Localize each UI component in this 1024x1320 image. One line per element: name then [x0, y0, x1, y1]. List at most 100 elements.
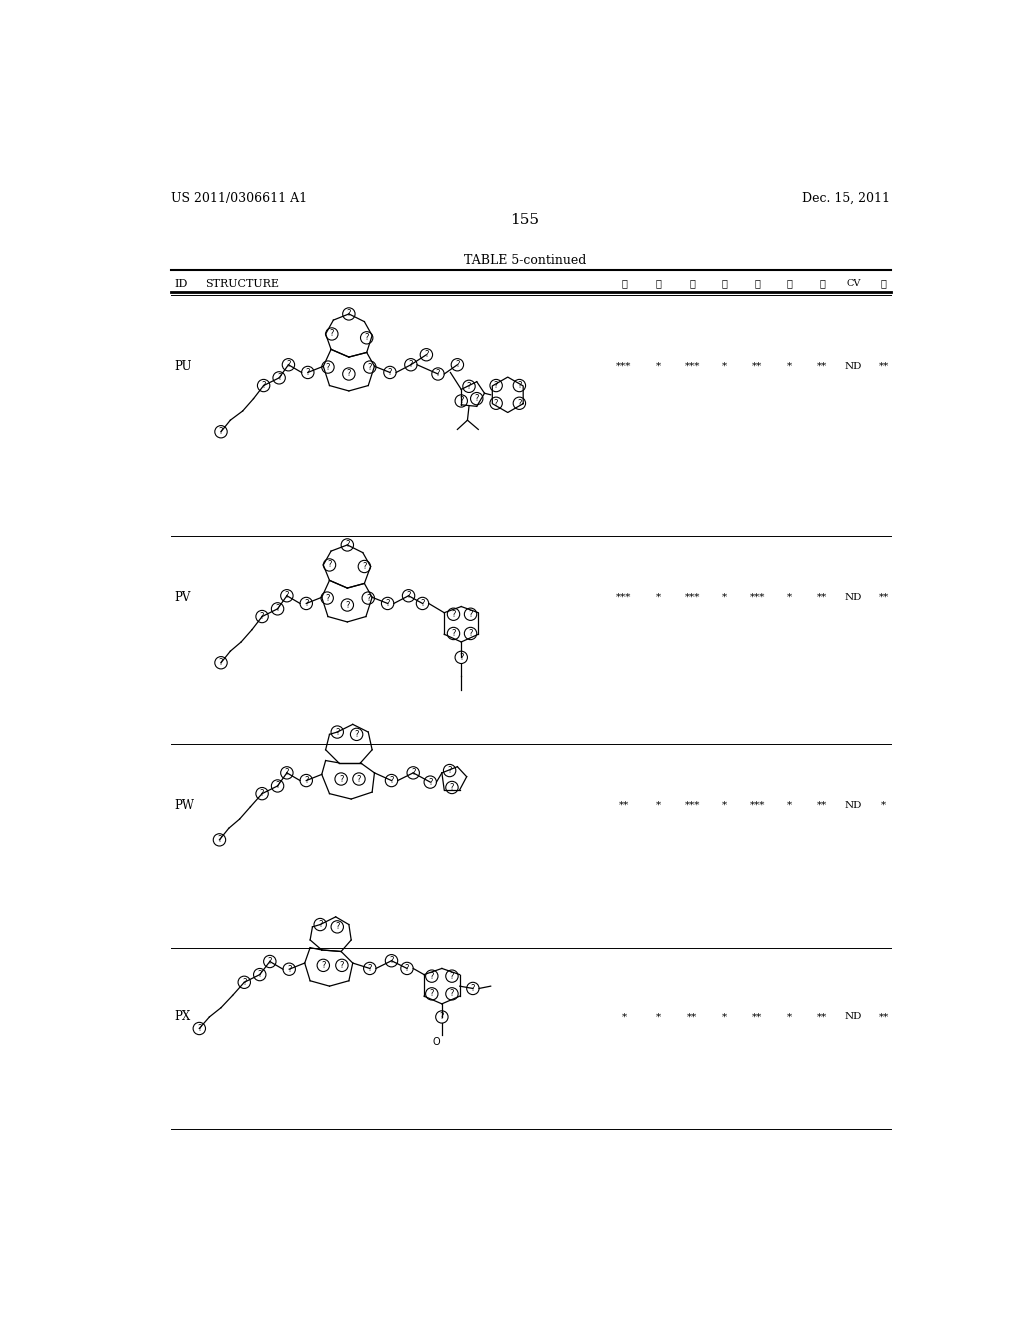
Text: ?: ? — [494, 399, 499, 408]
Text: ?: ? — [325, 594, 330, 602]
Text: *: * — [787, 593, 793, 602]
Text: *: * — [722, 362, 727, 371]
Text: TABLE 5-continued: TABLE 5-continued — [464, 255, 586, 268]
Text: ⓗ: ⓗ — [755, 280, 760, 288]
Text: ?: ? — [322, 961, 326, 970]
Text: ?: ? — [389, 956, 394, 965]
Text: *: * — [787, 801, 793, 809]
Text: *: * — [881, 801, 886, 809]
Text: ?: ? — [285, 768, 289, 777]
Text: ?: ? — [439, 1012, 444, 1022]
Text: ?: ? — [197, 1024, 202, 1034]
Text: ?: ? — [429, 990, 434, 998]
Text: **: ** — [879, 593, 889, 602]
Text: ?: ? — [347, 309, 351, 318]
Text: ⓗ: ⓗ — [622, 280, 627, 288]
Text: ?: ? — [366, 594, 371, 602]
Text: ?: ? — [347, 370, 351, 379]
Text: **: ** — [817, 593, 827, 602]
Text: ?: ? — [326, 363, 330, 371]
Text: ***: *** — [684, 362, 699, 371]
Text: ***: *** — [616, 362, 632, 371]
Text: ?: ? — [330, 330, 334, 338]
Text: Dec. 15, 2011: Dec. 15, 2011 — [802, 191, 890, 205]
Text: ?: ? — [340, 961, 344, 970]
Text: ?: ? — [304, 776, 308, 785]
Text: US 2011/0306611 A1: US 2011/0306611 A1 — [171, 191, 307, 205]
Text: **: ** — [817, 1012, 827, 1022]
Text: ?: ? — [275, 605, 280, 614]
Text: ***: *** — [684, 593, 699, 602]
Text: ?: ? — [455, 360, 460, 370]
Text: ?: ? — [335, 727, 340, 737]
Text: **: ** — [753, 1012, 763, 1022]
Text: ?: ? — [517, 381, 521, 389]
Text: ***: *** — [750, 801, 765, 809]
Text: ⓗ: ⓗ — [656, 280, 662, 288]
Text: PX: PX — [174, 1010, 190, 1023]
Text: ND: ND — [845, 801, 862, 809]
Text: ?: ? — [260, 612, 264, 620]
Text: ?: ? — [467, 381, 471, 391]
Text: ?: ? — [339, 775, 343, 784]
Text: **: ** — [879, 1012, 889, 1022]
Text: PU: PU — [174, 360, 193, 372]
Text: ?: ? — [471, 983, 475, 993]
Text: ?: ? — [424, 350, 429, 359]
Text: ?: ? — [242, 978, 247, 987]
Text: ?: ? — [474, 395, 479, 403]
Text: ?: ? — [276, 374, 282, 383]
Text: ***: *** — [684, 801, 699, 809]
Text: ?: ? — [317, 920, 323, 929]
Text: *: * — [656, 593, 662, 602]
Text: ?: ? — [452, 630, 456, 638]
Text: ?: ? — [428, 777, 432, 787]
Text: ?: ? — [407, 591, 411, 601]
Text: ND: ND — [845, 362, 862, 371]
Text: ?: ? — [305, 368, 310, 378]
Text: *: * — [656, 362, 662, 371]
Text: CV: CV — [846, 280, 860, 288]
Text: ?: ? — [494, 381, 499, 389]
Text: ?: ? — [436, 370, 440, 379]
Text: ?: ? — [411, 768, 416, 777]
Text: ?: ? — [368, 964, 372, 973]
Text: **: ** — [618, 801, 629, 809]
Text: PW: PW — [174, 799, 195, 812]
Text: ?: ? — [389, 776, 394, 785]
Text: ?: ? — [385, 599, 390, 609]
Text: ?: ? — [420, 599, 425, 609]
Text: ?: ? — [267, 957, 272, 966]
Text: ?: ? — [345, 540, 349, 549]
Text: ND: ND — [845, 1012, 862, 1022]
Text: ?: ? — [365, 334, 369, 342]
Text: ?: ? — [362, 562, 367, 572]
Text: ?: ? — [275, 781, 280, 791]
Text: ?: ? — [459, 396, 464, 405]
Text: ?: ? — [354, 730, 358, 739]
Text: ?: ? — [285, 591, 289, 601]
Text: ⓗ: ⓗ — [819, 280, 825, 288]
Text: ?: ? — [459, 653, 464, 661]
Text: ?: ? — [450, 990, 455, 998]
Text: O: O — [432, 1038, 440, 1047]
Text: **: ** — [879, 362, 889, 371]
Text: 155: 155 — [510, 213, 540, 227]
Text: *: * — [722, 593, 727, 602]
Text: ***: *** — [750, 593, 765, 602]
Text: *: * — [656, 1012, 662, 1022]
Text: *: * — [787, 1012, 793, 1022]
Text: ?: ? — [335, 923, 340, 932]
Text: ?: ? — [219, 428, 223, 436]
Text: ?: ? — [404, 964, 410, 973]
Text: ?: ? — [345, 601, 349, 610]
Text: ?: ? — [468, 610, 473, 619]
Text: ?: ? — [304, 599, 308, 609]
Text: ?: ? — [447, 766, 452, 775]
Text: ?: ? — [368, 363, 372, 371]
Text: ?: ? — [356, 775, 361, 784]
Text: ID: ID — [174, 279, 187, 289]
Text: ?: ? — [217, 836, 222, 845]
Text: **: ** — [817, 362, 827, 371]
Text: ?: ? — [452, 610, 456, 619]
